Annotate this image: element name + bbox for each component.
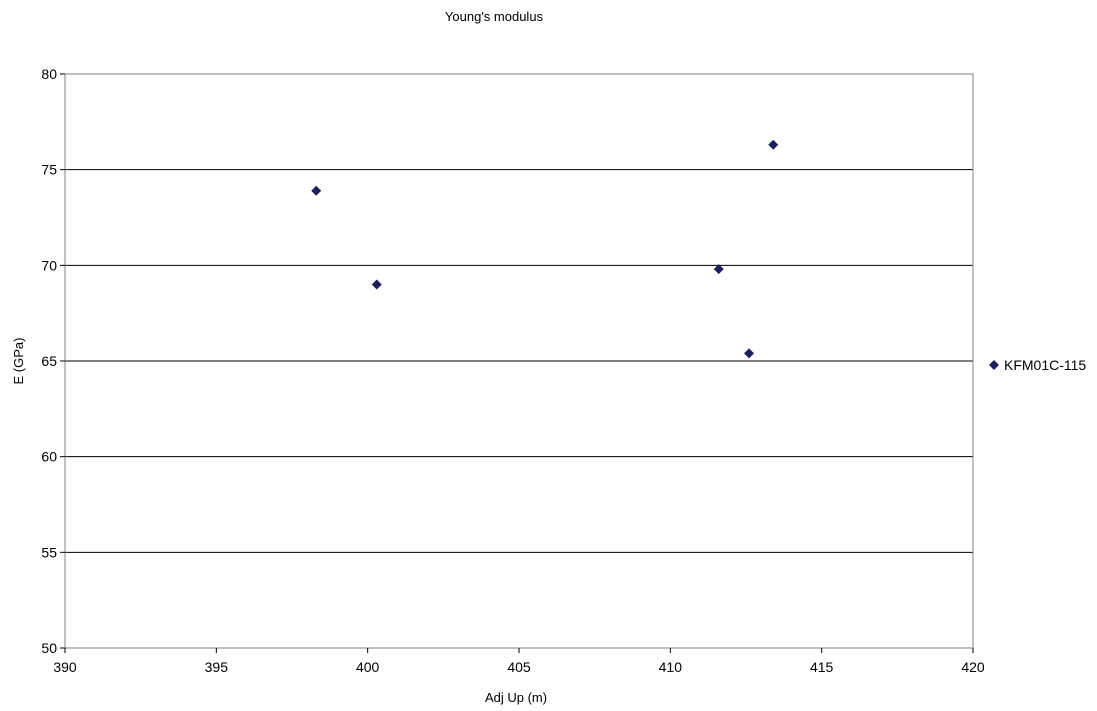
x-tick-label: 390	[53, 659, 77, 675]
chart-title: Young's modulus	[445, 9, 544, 24]
x-tick-label: 395	[205, 659, 229, 675]
legend-label: KFM01C-115	[1004, 357, 1086, 373]
y-tick-label: 75	[41, 162, 57, 178]
gridlines	[65, 169, 973, 553]
legend-marker	[989, 360, 999, 370]
data-point	[768, 139, 779, 150]
y-tick-label: 80	[41, 66, 57, 82]
legend: KFM01C-115	[989, 357, 1086, 373]
x-tick-label: 410	[659, 659, 683, 675]
data-point	[713, 264, 724, 275]
x-tick-label: 400	[356, 659, 380, 675]
y-tick-label: 70	[41, 257, 57, 273]
y-tick-label: 60	[41, 449, 57, 465]
data-point	[371, 279, 382, 290]
data-point	[311, 185, 322, 196]
x-tick-label: 405	[507, 659, 531, 675]
y-axis-label: E (GPa)	[11, 338, 26, 385]
x-tick-label: 415	[810, 659, 834, 675]
x-axis-label: Adj Up (m)	[485, 690, 547, 705]
y-tick-label: 50	[41, 640, 57, 656]
x-tick-label: 420	[961, 659, 985, 675]
axis-ticks: 50 55 60 65 70 75 80 390 395 400 405 410 415 420	[41, 66, 984, 675]
y-tick-label: 65	[41, 353, 57, 369]
data-point	[744, 348, 755, 359]
data-points	[311, 139, 779, 359]
y-tick-label: 55	[41, 544, 57, 560]
